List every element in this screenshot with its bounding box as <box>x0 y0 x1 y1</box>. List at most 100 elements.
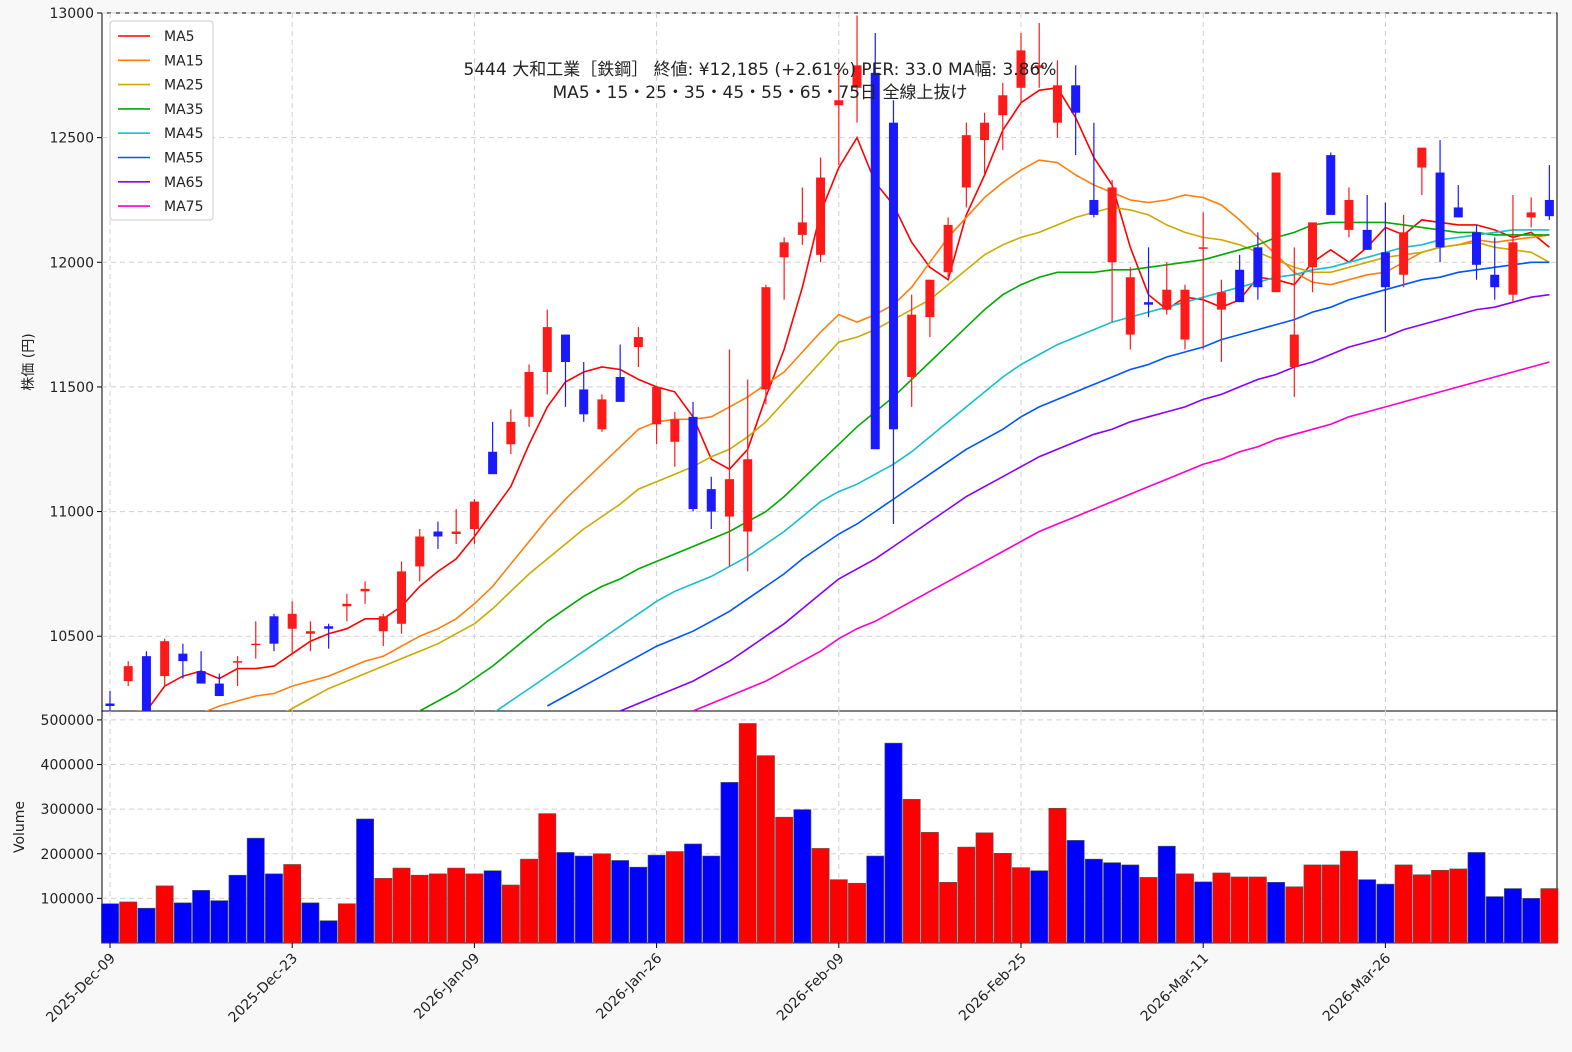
volume-bar <box>1212 872 1231 944</box>
volume-bar <box>793 809 812 944</box>
volume-tick-label: 100000 <box>41 891 94 907</box>
volume-bar <box>429 873 447 944</box>
volume-bar <box>829 879 848 944</box>
candle-body <box>305 631 315 634</box>
volume-bars <box>101 723 1559 944</box>
volume-bar <box>738 723 757 944</box>
volume-bar <box>410 874 429 944</box>
candle <box>1362 194 1372 250</box>
legend-label: MA45 <box>164 126 203 142</box>
candle <box>797 187 807 245</box>
volume-bar <box>155 885 174 944</box>
candle-body <box>1362 229 1372 250</box>
candle-body <box>925 279 935 318</box>
candle-body <box>451 531 461 535</box>
candle-body <box>1235 269 1245 303</box>
candle-body <box>433 531 443 537</box>
candle <box>451 509 461 544</box>
candle <box>743 379 753 572</box>
volume-bar <box>1394 864 1413 944</box>
volume-bar <box>337 903 356 944</box>
candle <box>1271 172 1281 293</box>
volume-bar <box>975 832 994 944</box>
candle <box>160 638 170 687</box>
candle-body <box>1216 292 1226 310</box>
ma-line-ma65 <box>619 293 1550 711</box>
candle <box>141 651 151 711</box>
candle <box>961 122 971 208</box>
volume-bar <box>811 848 830 944</box>
candle-body <box>870 72 880 450</box>
candle-body <box>378 616 388 632</box>
candle <box>980 112 990 176</box>
candle <box>834 62 844 166</box>
volume-bar <box>1340 850 1358 944</box>
price-axis-label: 株価 (円) <box>21 333 37 390</box>
candle <box>433 521 443 549</box>
legend-label: MA75 <box>164 199 203 215</box>
candle-body <box>1071 85 1081 113</box>
candle <box>1052 60 1062 138</box>
volume-bar <box>629 866 648 944</box>
volume-bar <box>1321 864 1340 944</box>
volume-bar <box>1522 898 1541 944</box>
candle-body <box>797 222 807 235</box>
volume-bar <box>902 799 921 944</box>
candle <box>1508 194 1518 303</box>
candle-body <box>761 287 771 390</box>
legend-label: MA55 <box>164 151 203 167</box>
candle-body <box>196 671 206 684</box>
candle <box>1344 187 1354 238</box>
volume-bar <box>319 920 338 944</box>
volume-bar <box>684 843 702 944</box>
legend-label: MA65 <box>164 175 203 191</box>
volume-bar <box>1176 873 1194 944</box>
candle-body <box>1326 155 1336 215</box>
candle <box>1071 65 1081 156</box>
candle <box>214 673 224 697</box>
volume-bar <box>848 882 866 944</box>
volume-bar <box>1504 888 1522 944</box>
candle-body <box>214 683 224 697</box>
candle-body <box>961 135 971 188</box>
volume-bar <box>1467 852 1486 944</box>
candle-body <box>888 122 898 430</box>
candle <box>633 327 643 367</box>
candle <box>1089 122 1099 218</box>
volume-bar <box>920 832 939 944</box>
candle-body <box>724 479 734 517</box>
candle <box>305 621 315 652</box>
candle-body <box>743 459 753 532</box>
candle-body <box>360 588 370 592</box>
legend-label: MA25 <box>164 78 203 94</box>
volume-bar <box>1048 807 1067 944</box>
candle-body <box>1052 85 1062 123</box>
candle-body <box>1344 199 1354 230</box>
candlesticks <box>105 15 1554 711</box>
volume-bar <box>192 890 211 944</box>
candle-body <box>706 489 716 512</box>
volume-bar <box>993 853 1012 944</box>
candle <box>779 237 789 300</box>
candle-body <box>415 536 425 567</box>
candle <box>1162 262 1172 315</box>
candle <box>1016 32 1026 103</box>
candle <box>196 651 206 684</box>
candle <box>360 581 370 604</box>
volume-bar <box>702 855 721 944</box>
candle-body <box>633 337 643 348</box>
volume-bar <box>1157 845 1176 944</box>
candle <box>1472 224 1481 280</box>
price-tick-label: 12500 <box>49 131 94 147</box>
candle-body <box>1308 222 1318 268</box>
candle <box>542 309 552 395</box>
candle-body <box>160 641 170 677</box>
candle-body <box>342 603 352 607</box>
volume-bar <box>374 878 393 944</box>
volume-bar <box>574 855 593 944</box>
candle-body <box>1162 289 1172 310</box>
volume-bar <box>246 837 265 944</box>
candle <box>761 284 771 405</box>
candle <box>943 217 953 278</box>
